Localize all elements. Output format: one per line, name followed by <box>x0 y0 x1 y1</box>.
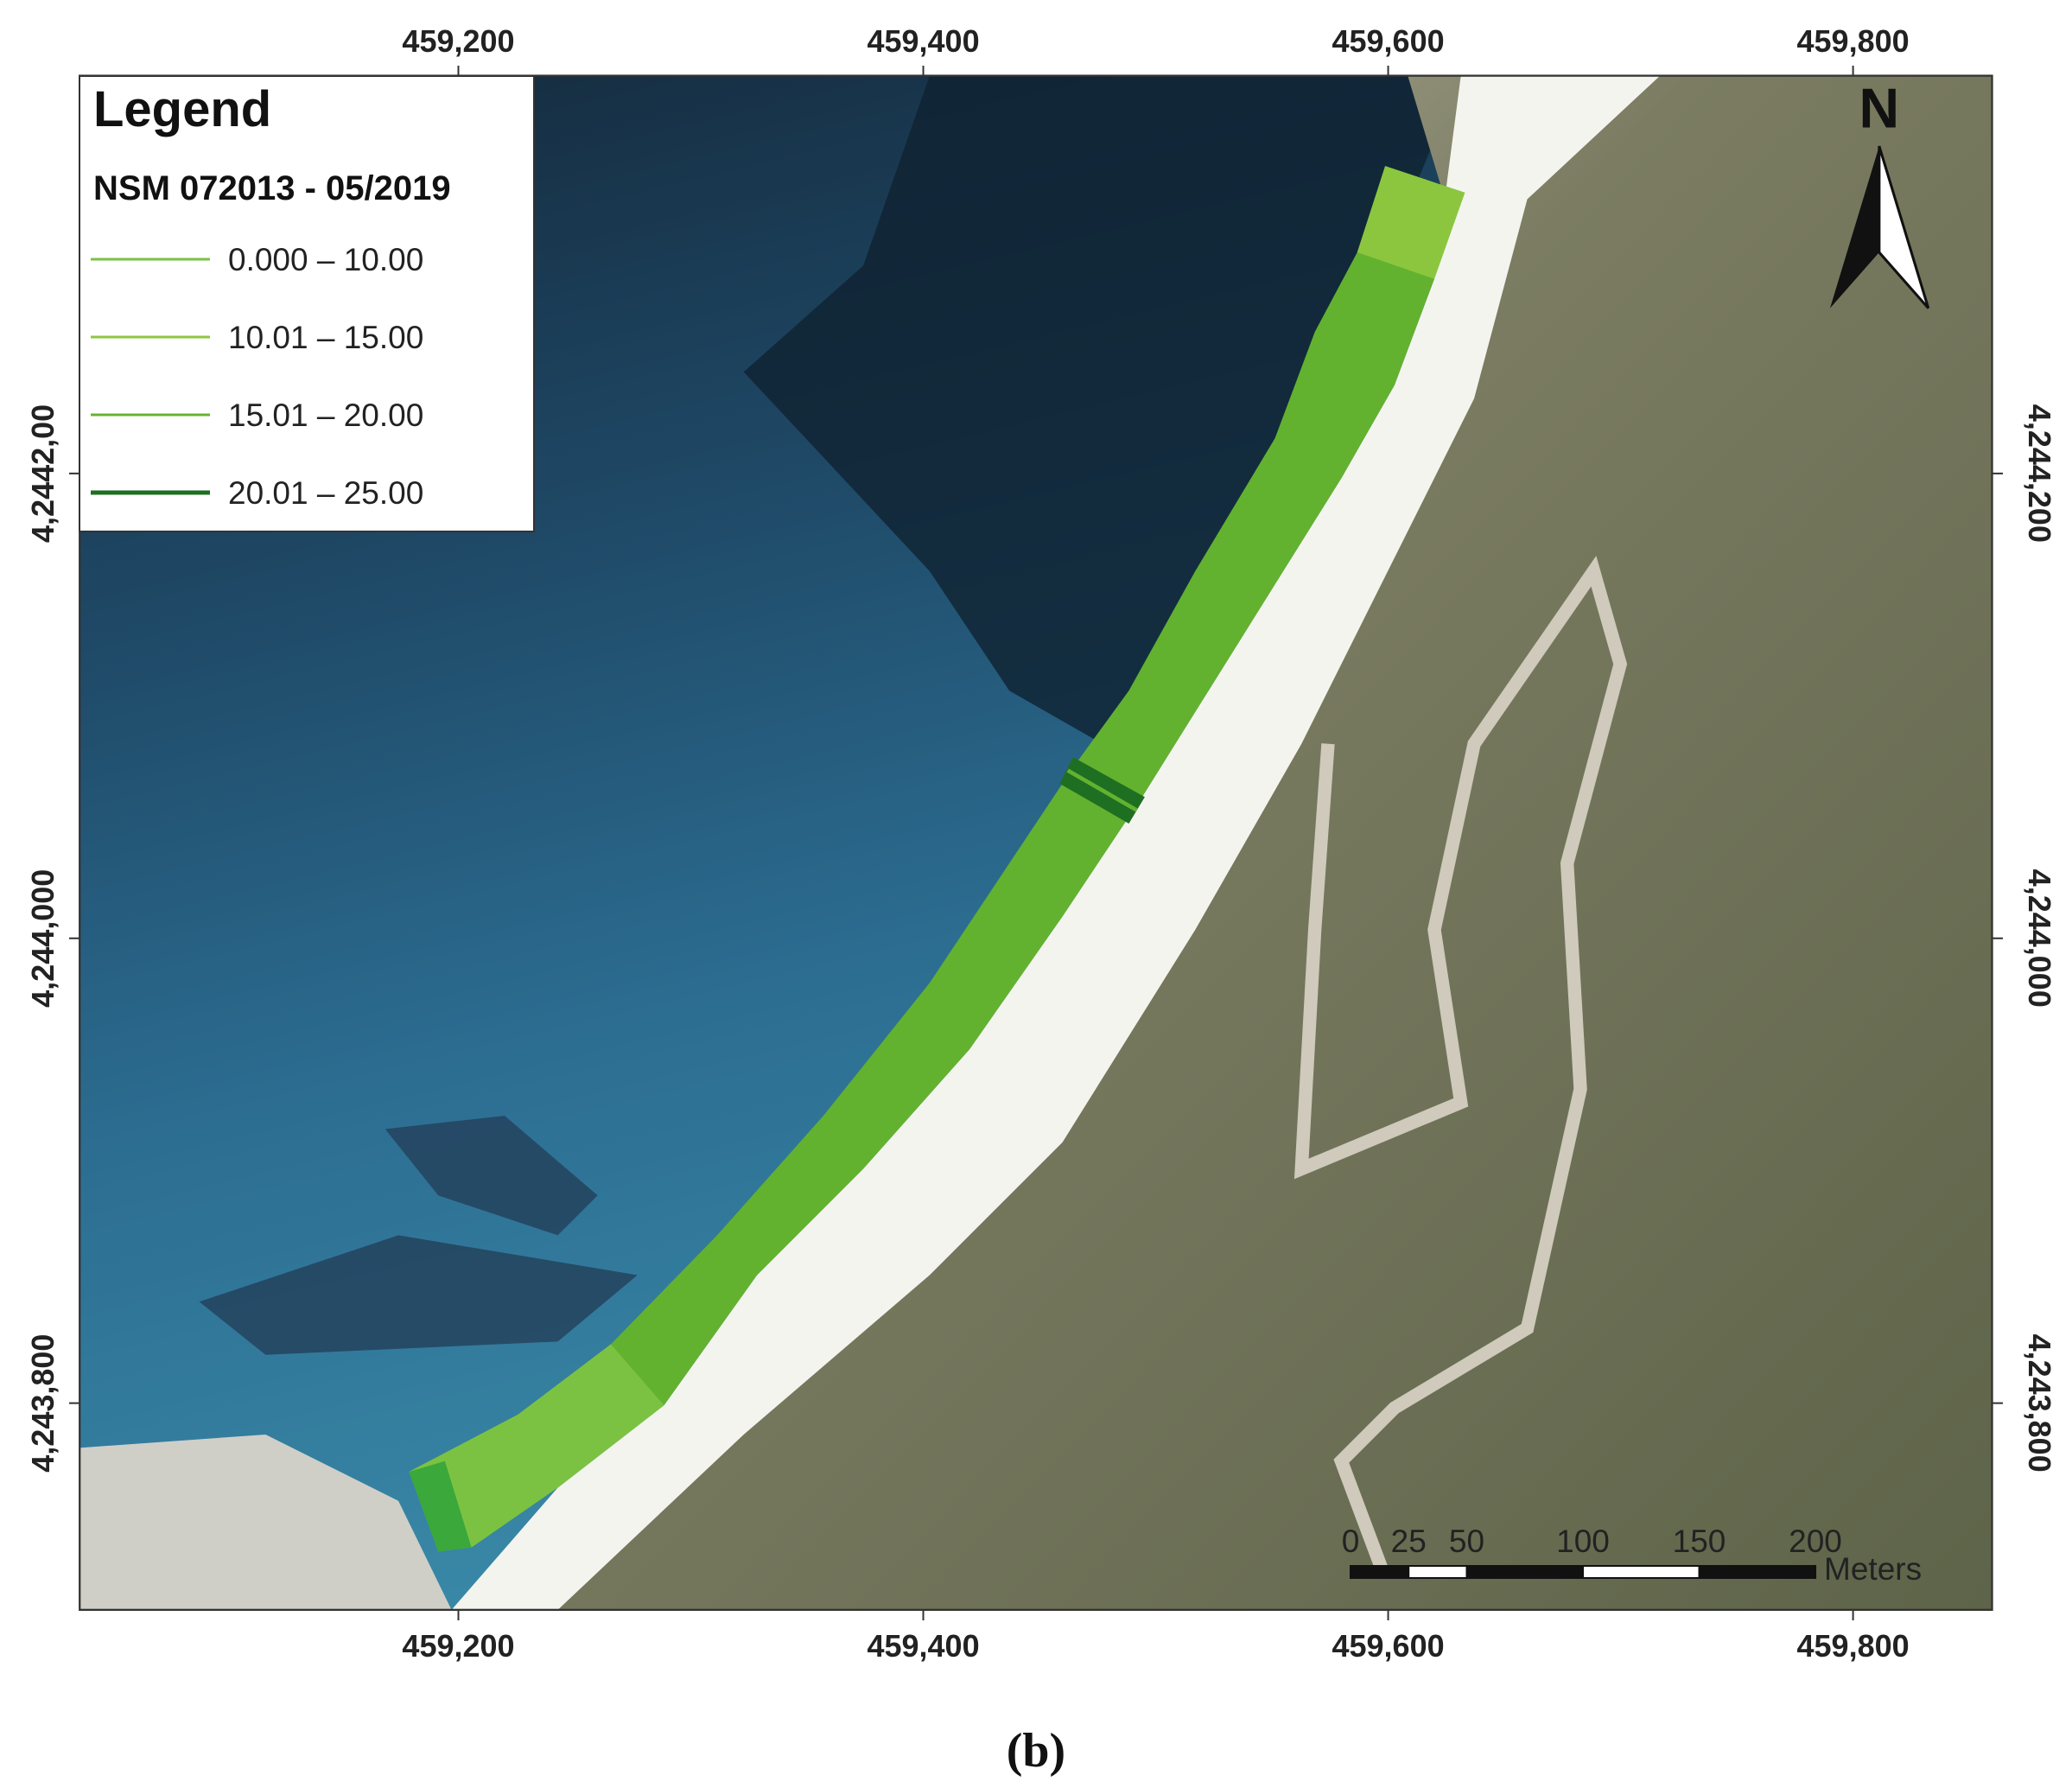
x-tick-label: 459,800 <box>1797 23 1910 59</box>
scale-bar-segment <box>1350 1565 1410 1579</box>
x-tick-label: 459,400 <box>867 23 979 59</box>
legend-label: 20.01 – 25.00 <box>228 475 423 511</box>
legend-label: 10.01 – 15.00 <box>228 320 423 355</box>
y-tick-label: 4,244,200 <box>2022 404 2057 543</box>
scale-bar-label: 100 <box>1556 1524 1610 1559</box>
y-tick-label: 4,2442,00 <box>25 404 60 543</box>
scale-bar-label: 0 <box>1342 1524 1360 1559</box>
x-tick-label: 459,600 <box>1332 23 1444 59</box>
beach <box>451 75 1661 1610</box>
scale-bar-segment <box>1408 1565 1468 1579</box>
x-tick-label: 459,200 <box>402 23 514 59</box>
legend-subtitle: NSM 072013 - 05/2019 <box>93 169 451 207</box>
y-tick-label: 4,244,000 <box>2022 869 2057 1008</box>
road <box>1293 556 1628 1570</box>
legend-label: 0.000 – 10.00 <box>228 242 423 277</box>
x-tick-label: 459,200 <box>402 1628 514 1664</box>
caption: (b) <box>1007 1724 1065 1778</box>
legend: Legend NSM 072013 - 05/2019 0.000 – 10.0… <box>79 75 535 532</box>
scale-bar-segment <box>1465 1565 1585 1579</box>
nsm-band-divider <box>1066 768 1138 812</box>
scale-bar-unit: Meters <box>1824 1551 1922 1587</box>
north-arrow-half <box>1878 145 1930 309</box>
north-label: N <box>1859 78 1900 140</box>
nsm-band <box>409 166 1465 1552</box>
scale-bar-label: 50 <box>1449 1524 1484 1559</box>
x-tick-label: 459,400 <box>867 1628 979 1664</box>
nsm-band-segment <box>409 1344 664 1552</box>
nsm-band-segment <box>1357 166 1465 279</box>
scale-bar-label: 200 <box>1789 1524 1842 1559</box>
scale-bar-label: 25 <box>1391 1524 1427 1559</box>
y-tick-label: 4,244,000 <box>25 869 60 1008</box>
rocks <box>79 1434 452 1610</box>
reef <box>79 75 1461 744</box>
scale-bar-segment <box>1698 1565 1817 1579</box>
legend-box <box>79 75 535 532</box>
scale-bar-segment <box>1582 1565 1700 1579</box>
legend-title: Legend <box>93 81 271 137</box>
map-imagery: N <box>79 74 1993 1611</box>
nsm-band-segment <box>409 1460 472 1552</box>
y-tick-label: 4,243,800 <box>25 1334 60 1473</box>
scale-bar-label: 150 <box>1673 1524 1726 1559</box>
legend-label: 15.01 – 20.00 <box>228 398 423 433</box>
x-tick-label: 459,800 <box>1797 1628 1910 1664</box>
reef <box>199 1116 638 1355</box>
x-tick-label: 459,600 <box>1332 1628 1444 1664</box>
map-frame <box>79 74 1993 1611</box>
y-tick-label: 4,243,800 <box>2022 1334 2057 1473</box>
